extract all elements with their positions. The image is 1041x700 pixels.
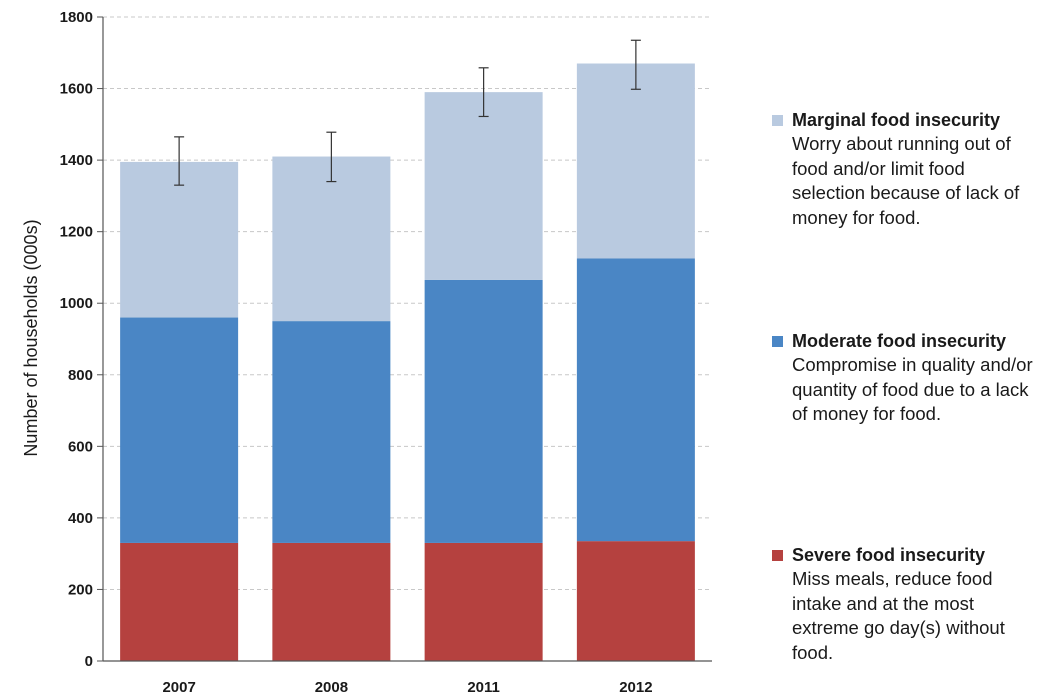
legend-title-marginal: Marginal food insecurity [772, 108, 1040, 132]
legend-item-marginal: Marginal food insecurity Worry about run… [772, 108, 1040, 230]
legend-title-severe: Severe food insecurity [772, 543, 1040, 567]
error-bar-2012 [630, 39, 641, 90]
bar-segment-2007-severe [120, 542, 239, 661]
error-bar-2011 [478, 67, 489, 118]
error-bar-2007 [174, 136, 185, 186]
y-tick-label: 1800 [60, 9, 93, 26]
y-tick-label: 0 [85, 653, 93, 670]
bar-segment-2008-moderate [272, 321, 391, 543]
error-bar-2008 [326, 131, 337, 183]
bar-segment-2011-marginal [424, 92, 543, 280]
x-tick-label-2007: 2007 [162, 679, 195, 696]
legend-label-marginal: Marginal food insecurity [792, 110, 1001, 130]
legend-swatch-marginal [772, 115, 783, 126]
bar-segment-2007-marginal [120, 161, 239, 318]
axes: 0 200 400 600 800 1000 1200 1400 1600 1800 2007 200… [60, 9, 712, 696]
legend-item-moderate: Moderate food insecurity Compromise in q… [772, 329, 1040, 427]
legend-description-marginal: Worry about running out of food and/or l… [792, 133, 1020, 228]
x-tick-label-2012: 2012 [619, 679, 652, 696]
x-tick-label-2011: 2011 [467, 679, 500, 696]
stacked-bar-chart: 0 200 400 600 800 1000 1200 1400 1600 1800 2007 200… [21, 9, 712, 696]
legend-description-severe: Miss meals, reduce food intake and at th… [792, 568, 1005, 663]
bar-segment-2008-severe [272, 542, 391, 661]
legend-title-moderate: Moderate food insecurity [772, 329, 1040, 353]
y-tick-label: 1600 [60, 81, 93, 98]
legend-label-moderate: Moderate food insecurity [792, 331, 1007, 351]
y-tick-label: 200 [68, 581, 93, 598]
legend-swatch-moderate [772, 336, 783, 347]
legend-swatch-severe [772, 550, 783, 561]
bar-segment-2012-marginal [576, 63, 695, 259]
y-tick-label: 400 [68, 510, 93, 527]
bar-segment-2008-marginal [272, 156, 391, 322]
bar-segment-2007-moderate [120, 317, 239, 543]
x-tick-label-2008: 2008 [315, 679, 348, 696]
y-tick-label: 800 [68, 367, 93, 384]
legend-label-severe: Severe food insecurity [792, 545, 986, 565]
bar-segment-2011-moderate [424, 279, 543, 543]
y-tick-label: 1000 [60, 295, 93, 312]
error-bars [174, 39, 641, 186]
legend-description-moderate: Compromise in quality and/or quantity of… [792, 354, 1033, 424]
y-axis-title: Number of households (000s) [21, 219, 41, 456]
y-tick-label: 1400 [60, 152, 93, 169]
y-tick-label: 600 [68, 438, 93, 455]
bar-segment-2011-severe [424, 542, 543, 661]
legend-item-severe: Severe food insecurity Miss meals, reduc… [772, 543, 1040, 665]
bar-segment-2012-severe [576, 541, 695, 661]
bar-segment-2012-moderate [576, 258, 695, 542]
y-tick-label: 1200 [60, 224, 93, 241]
bars [120, 63, 695, 661]
